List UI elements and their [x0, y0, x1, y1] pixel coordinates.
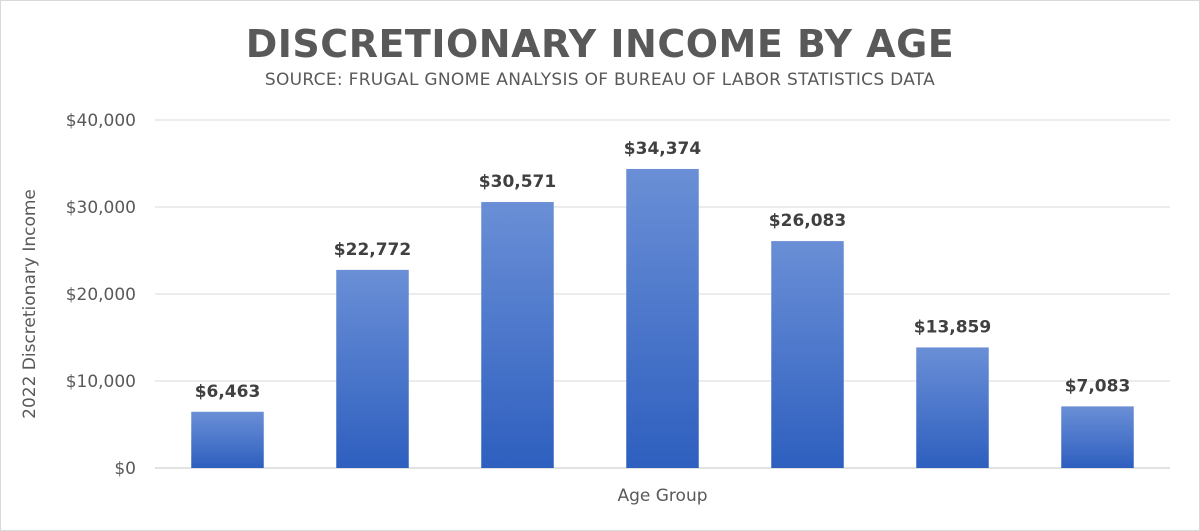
y-axis-ticks: $0 $10,000 $20,000 $30,000 $40,000 [66, 111, 136, 479]
bar-data-label: $26,083 [769, 211, 846, 231]
y-tick-label: $0 [114, 459, 136, 479]
data-labels: $6,463 $22,772 $30,571 $34,374 $26,083 $13,85… [195, 139, 1131, 402]
bar [771, 241, 844, 468]
bar-data-label: $34,374 [624, 139, 702, 159]
y-tick-label: $40,000 [66, 111, 136, 131]
bar-data-label: $30,571 [479, 172, 556, 192]
chart-subtitle: SOURCE: FRUGAL GNOME ANALYSIS OF BUREAU … [264, 70, 936, 90]
bar-data-label: $6,463 [195, 382, 261, 402]
bar [191, 411, 264, 468]
bar [916, 347, 989, 468]
bar-data-label: $13,859 [914, 317, 991, 337]
y-tick-label: $10,000 [66, 372, 136, 392]
bars [191, 168, 1134, 469]
chart-title: DISCRETIONARY INCOME BY AGE [245, 22, 955, 66]
y-tick-label: $20,000 [66, 285, 136, 305]
bar [626, 168, 699, 468]
x-axis-label: Age Group [617, 486, 708, 506]
bar-data-label: $22,772 [334, 240, 411, 260]
bar [1061, 406, 1134, 468]
y-tick-label: $30,000 [66, 198, 136, 218]
bar [336, 269, 409, 468]
bar-data-label: $7,083 [1065, 376, 1131, 396]
bar [481, 202, 554, 469]
